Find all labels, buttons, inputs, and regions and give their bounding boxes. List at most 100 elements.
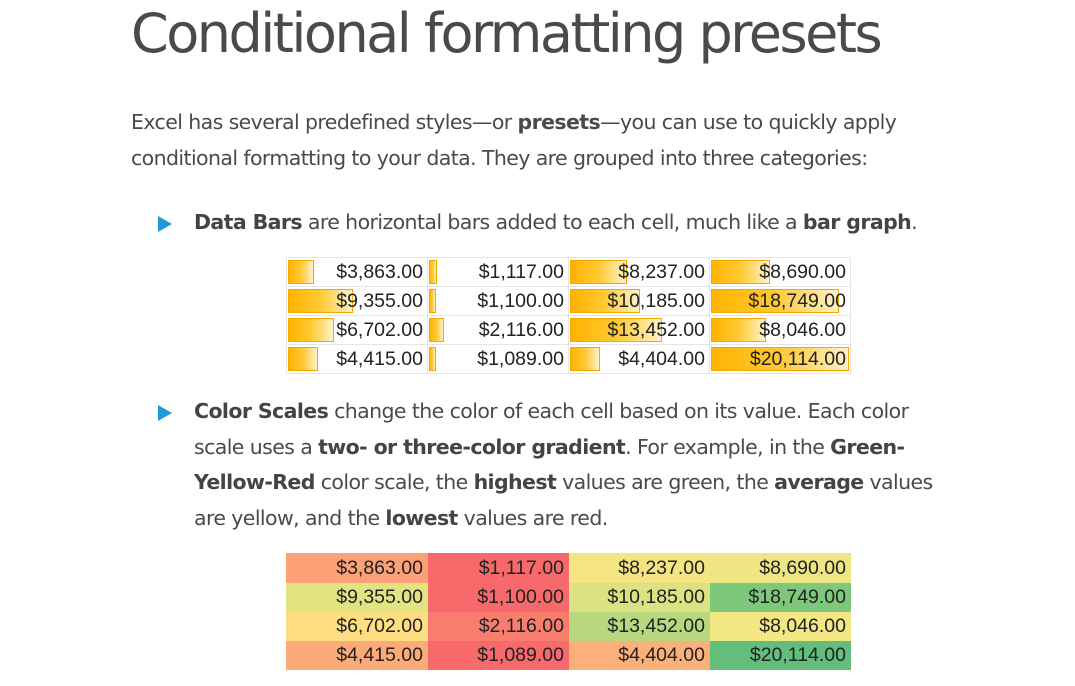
cell-value: $1,117.00 [478,260,564,283]
cell-value: $8,046.00 [759,318,846,341]
data-bar [429,260,438,284]
cell-value: $1,100.00 [477,585,564,608]
cell-value: $10,185.00 [607,289,705,312]
color-scale-cell[interactable]: $9,355.00 [286,582,428,612]
color-scales-table: $3,863.00 $1,117.00 $8,237.00 $8,690.00 $9,3… [286,553,851,670]
color-scale-cell[interactable]: $8,046.00 [709,611,851,641]
table-row: $3,863.00 $1,117.00 $8,237.00 $8,690.00 [286,553,851,583]
cell-value: $10,185.00 [607,585,705,608]
page-title: Conditional formatting presets [131,2,883,65]
data-bar-cell[interactable]: $8,690.00 [709,257,851,287]
bullet-bold: Color Scales [194,399,329,423]
color-scale-cell[interactable]: $10,185.00 [568,582,710,612]
color-scale-cell[interactable]: $13,452.00 [568,611,710,641]
data-bar [711,289,840,313]
cell-value: $3,863.00 [336,260,423,283]
color-scale-cell[interactable]: $1,117.00 [427,553,569,583]
bullet-data-bars: Data Bars are horizontal bars added to e… [158,205,934,241]
cell-value: $4,415.00 [336,643,423,666]
bullet-text: . For example, in the [625,434,831,459]
data-bar-cell[interactable]: $8,237.00 [568,257,710,287]
data-bar [429,318,445,342]
color-scale-cell[interactable]: $1,089.00 [427,640,569,670]
cell-value: $4,404.00 [618,347,705,370]
cell-value: $6,702.00 [336,614,423,637]
bullet-text: values are yellow, and the [194,470,933,530]
cell-value: $1,089.00 [477,347,564,370]
data-bar-cell[interactable]: $6,702.00 [286,315,428,345]
triangle-right-icon [158,405,172,421]
bullet-color-scales: Color Scales change the color of each ce… [158,394,934,536]
color-scale-cell[interactable]: $8,690.00 [709,553,851,583]
triangle-right-icon [158,216,172,232]
table-row: $4,415.00 $1,089.00 $4,404.00 $20,114.00 [286,640,851,670]
data-bar-cell[interactable]: $3,863.00 [286,257,428,287]
cell-value: $3,863.00 [336,556,423,579]
table-row: $9,355.00 $1,100.00 $10,185.00 $18,749.00 [286,582,851,612]
data-bar [570,260,627,284]
cell-value: $8,690.00 [759,556,846,579]
bullet-bold: average [774,470,864,494]
data-bar-cell[interactable]: $10,185.00 [568,286,710,316]
bullet-bold: Green-Yellow-Red [194,434,905,495]
table-row: $3,863.00 $1,117.00 $8,237.00 $8,690.00 [286,257,851,287]
cell-value: $2,116.00 [478,614,564,637]
intro-bold-presets: presets [517,110,601,134]
data-bar-cell[interactable]: $18,749.00 [709,286,851,316]
data-bar [429,347,436,371]
cell-value: $9,355.00 [336,289,423,312]
data-bar-cell[interactable]: $9,355.00 [286,286,428,316]
bullet-bold: two- or three-color gradient [318,434,626,459]
bullet-text: are horizontal bars added to each cell, … [302,210,803,234]
data-bar-cell[interactable]: $4,415.00 [286,344,428,374]
cell-value: $8,690.00 [759,260,846,283]
data-bar-cell[interactable]: $13,452.00 [568,315,710,345]
data-bar [711,347,849,371]
bullet-text: color scale, the [314,470,474,494]
color-scale-cell[interactable]: $20,114.00 [709,640,851,670]
color-scale-cell[interactable]: $3,863.00 [286,553,428,583]
data-bar [711,260,771,284]
cell-value: $20,114.00 [749,347,846,370]
cell-value: $9,355.00 [336,585,423,608]
data-bar [570,347,601,371]
data-bar-cell[interactable]: $4,404.00 [568,344,710,374]
data-bar-cell[interactable]: $20,114.00 [709,344,851,374]
cell-value: $1,089.00 [477,643,564,666]
cell-value: $8,046.00 [759,614,846,637]
cell-value: $4,415.00 [336,347,423,370]
color-scale-cell[interactable]: $18,749.00 [709,582,851,612]
cell-value: $13,452.00 [607,318,705,341]
color-scale-cell[interactable]: $1,100.00 [427,582,569,612]
cell-value: $2,116.00 [478,318,564,341]
data-bar-cell[interactable]: $1,089.00 [427,344,569,374]
data-bar [288,289,353,313]
bullet-bold: highest [473,470,557,494]
data-bar-cell[interactable]: $2,116.00 [427,315,569,345]
color-scale-cell[interactable]: $6,702.00 [286,611,428,641]
cell-value: $20,114.00 [749,643,846,666]
color-scale-cell[interactable]: $8,237.00 [568,553,710,583]
data-bar [570,289,641,313]
color-scale-cell[interactable]: $4,415.00 [286,640,428,670]
data-bar [570,318,663,342]
table-row: $6,702.00 $2,116.00 $13,452.00 $8,046.00 [286,315,851,345]
cell-value: $6,702.00 [336,318,423,341]
data-bars-table: $3,863.00 $1,117.00 $8,237.00 $8,690.00 $9,3… [286,257,851,374]
color-scale-cell[interactable]: $2,116.00 [427,611,569,641]
cell-value: $13,452.00 [607,614,705,637]
data-bar-cell[interactable]: $1,100.00 [427,286,569,316]
intro-text-2: —you can use to quickly apply conditiona… [131,110,897,170]
table-row: $4,415.00 $1,089.00 $4,404.00 $20,114.00 [286,344,851,374]
intro-paragraph: Excel has several predefined styles—or p… [131,104,931,176]
color-scale-cell[interactable]: $4,404.00 [568,640,710,670]
table-row: $9,355.00 $1,100.00 $10,185.00 $18,749.00 [286,286,851,316]
cell-value: $4,404.00 [618,643,705,666]
cell-value: $1,100.00 [477,289,564,312]
data-bar-cell[interactable]: $8,046.00 [709,315,851,345]
data-bar [288,260,315,284]
data-bar-cell[interactable]: $1,117.00 [427,257,569,287]
cell-value: $8,237.00 [618,260,705,283]
bullet-bold: lowest [385,505,458,530]
bullet-bold: bar graph [802,210,912,234]
